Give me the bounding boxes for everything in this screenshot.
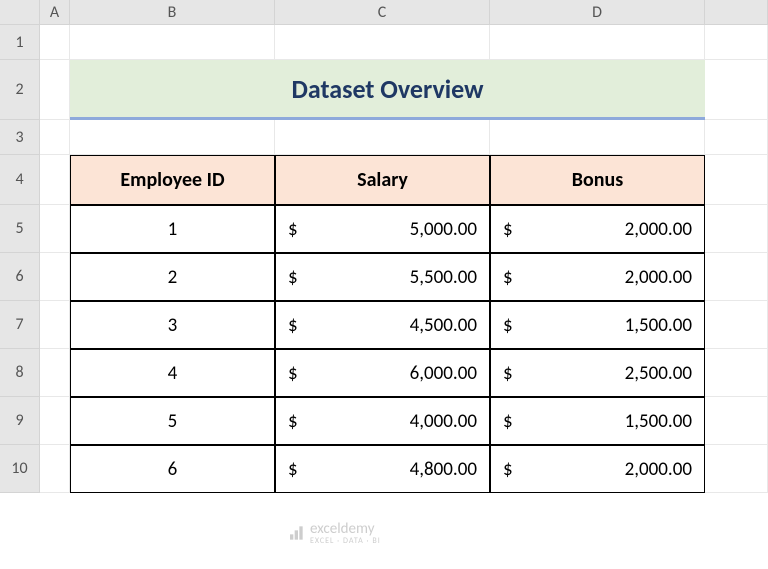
cell-value: 1,500.00 xyxy=(625,410,692,433)
cell-B1[interactable] xyxy=(70,25,275,60)
cell-employee-id[interactable]: 2 xyxy=(70,253,275,301)
cell-E9[interactable] xyxy=(705,397,768,445)
currency-symbol: $ xyxy=(503,458,513,481)
cell-value: 4,800.00 xyxy=(410,458,477,481)
currency-symbol: $ xyxy=(503,314,513,337)
watermark: exceldemy EXCEL · DATA · BI xyxy=(290,520,381,546)
spreadsheet-grid: A B C D 1 2 Dataset Overview 3 4 Employe… xyxy=(0,0,768,493)
col-header-C[interactable]: C xyxy=(275,0,490,25)
cell-D1[interactable] xyxy=(490,25,705,60)
cell-employee-id[interactable]: 1 xyxy=(70,205,275,253)
currency-symbol: $ xyxy=(288,410,298,433)
cell-A7[interactable] xyxy=(40,301,70,349)
row-header-8[interactable]: 8 xyxy=(0,349,40,397)
cell-E3[interactable] xyxy=(705,120,768,155)
cell-C1[interactable] xyxy=(275,25,490,60)
currency-symbol: $ xyxy=(288,266,298,289)
cell-bonus[interactable]: $2,000.00 xyxy=(490,445,705,493)
cell-salary[interactable]: $6,000.00 xyxy=(275,349,490,397)
cell-value: 2,000.00 xyxy=(625,458,692,481)
cell-A4[interactable] xyxy=(40,155,70,205)
cell-B3[interactable] xyxy=(70,120,275,155)
cell-A10[interactable] xyxy=(40,445,70,493)
th-salary[interactable]: Salary xyxy=(275,155,490,205)
cell-employee-id[interactable]: 5 xyxy=(70,397,275,445)
row-header-3[interactable]: 3 xyxy=(0,120,40,155)
row-header-10[interactable]: 10 xyxy=(0,445,40,493)
cell-E10[interactable] xyxy=(705,445,768,493)
cell-employee-id[interactable]: 6 xyxy=(70,445,275,493)
cell-A1[interactable] xyxy=(40,25,70,60)
cell-bonus[interactable]: $2,000.00 xyxy=(490,253,705,301)
cell-employee-id[interactable]: 4 xyxy=(70,349,275,397)
currency-symbol: $ xyxy=(288,218,298,241)
cell-bonus[interactable]: $2,000.00 xyxy=(490,205,705,253)
cell-E6[interactable] xyxy=(705,253,768,301)
cell-bonus[interactable]: $1,500.00 xyxy=(490,397,705,445)
currency-symbol: $ xyxy=(503,410,513,433)
row-header-4[interactable]: 4 xyxy=(0,155,40,205)
cell-salary[interactable]: $5,500.00 xyxy=(275,253,490,301)
th-employee-id[interactable]: Employee ID xyxy=(70,155,275,205)
col-header-D[interactable]: D xyxy=(490,0,705,25)
cell-E2[interactable] xyxy=(705,60,768,120)
select-all-corner[interactable] xyxy=(0,0,40,25)
row-header-6[interactable]: 6 xyxy=(0,253,40,301)
row-header-2[interactable]: 2 xyxy=(0,60,40,120)
cell-D3[interactable] xyxy=(490,120,705,155)
cell-value: 2,000.00 xyxy=(625,218,692,241)
dataset-title[interactable]: Dataset Overview xyxy=(70,60,705,120)
col-header-A[interactable]: A xyxy=(40,0,70,25)
cell-bonus[interactable]: $1,500.00 xyxy=(490,301,705,349)
cell-E5[interactable] xyxy=(705,205,768,253)
col-header-B[interactable]: B xyxy=(70,0,275,25)
cell-value: 1,500.00 xyxy=(625,314,692,337)
cell-E4[interactable] xyxy=(705,155,768,205)
currency-symbol: $ xyxy=(288,362,298,385)
cell-salary[interactable]: $4,800.00 xyxy=(275,445,490,493)
cell-value: 6,000.00 xyxy=(410,362,477,385)
cell-E7[interactable] xyxy=(705,301,768,349)
chart-icon xyxy=(290,526,306,540)
row-header-9[interactable]: 9 xyxy=(0,397,40,445)
cell-A9[interactable] xyxy=(40,397,70,445)
row-header-1[interactable]: 1 xyxy=(0,25,40,60)
cell-bonus[interactable]: $2,500.00 xyxy=(490,349,705,397)
currency-symbol: $ xyxy=(288,314,298,337)
currency-symbol: $ xyxy=(503,218,513,241)
col-header-next[interactable] xyxy=(705,0,768,25)
cell-value: 2,500.00 xyxy=(625,362,692,385)
watermark-tagline: EXCEL · DATA · BI xyxy=(310,536,381,546)
cell-salary[interactable]: $4,500.00 xyxy=(275,301,490,349)
cell-value: 5,500.00 xyxy=(410,266,477,289)
cell-value: 2,000.00 xyxy=(625,266,692,289)
cell-value: 5,000.00 xyxy=(410,218,477,241)
cell-salary[interactable]: $5,000.00 xyxy=(275,205,490,253)
currency-symbol: $ xyxy=(503,362,513,385)
cell-E8[interactable] xyxy=(705,349,768,397)
cell-C3[interactable] xyxy=(275,120,490,155)
cell-A2[interactable] xyxy=(40,60,70,120)
cell-value: 4,000.00 xyxy=(410,410,477,433)
row-header-7[interactable]: 7 xyxy=(0,301,40,349)
cell-salary[interactable]: $4,000.00 xyxy=(275,397,490,445)
cell-A5[interactable] xyxy=(40,205,70,253)
cell-E1[interactable] xyxy=(705,25,768,60)
row-header-5[interactable]: 5 xyxy=(0,205,40,253)
cell-employee-id[interactable]: 3 xyxy=(70,301,275,349)
cell-A3[interactable] xyxy=(40,120,70,155)
cell-A8[interactable] xyxy=(40,349,70,397)
currency-symbol: $ xyxy=(288,458,298,481)
cell-A6[interactable] xyxy=(40,253,70,301)
th-bonus[interactable]: Bonus xyxy=(490,155,705,205)
cell-value: 4,500.00 xyxy=(410,314,477,337)
currency-symbol: $ xyxy=(503,266,513,289)
